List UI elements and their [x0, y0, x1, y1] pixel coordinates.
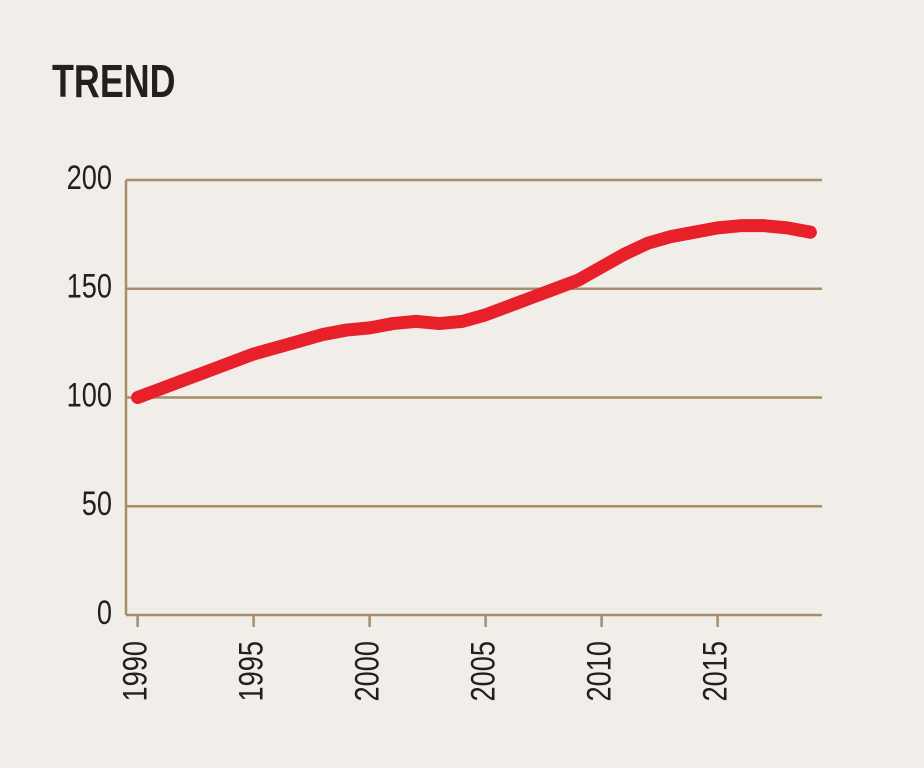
x-tick-label: 1995: [232, 641, 271, 701]
x-tick-label: 2000: [348, 641, 387, 701]
y-tick-label: 100: [67, 376, 112, 415]
x-tick-label: 2010: [580, 641, 619, 701]
y-tick-label: 0: [97, 593, 112, 632]
y-tick-label: 200: [67, 158, 112, 197]
x-tick-label: 2015: [696, 641, 735, 701]
x-tick-label: 2005: [464, 641, 503, 701]
x-tick-label: 1990: [116, 641, 155, 701]
trend-line: [131, 219, 817, 404]
y-tick-label: 50: [82, 484, 112, 523]
y-tick-label: 150: [67, 267, 112, 306]
chart-title: TREND: [52, 56, 176, 107]
